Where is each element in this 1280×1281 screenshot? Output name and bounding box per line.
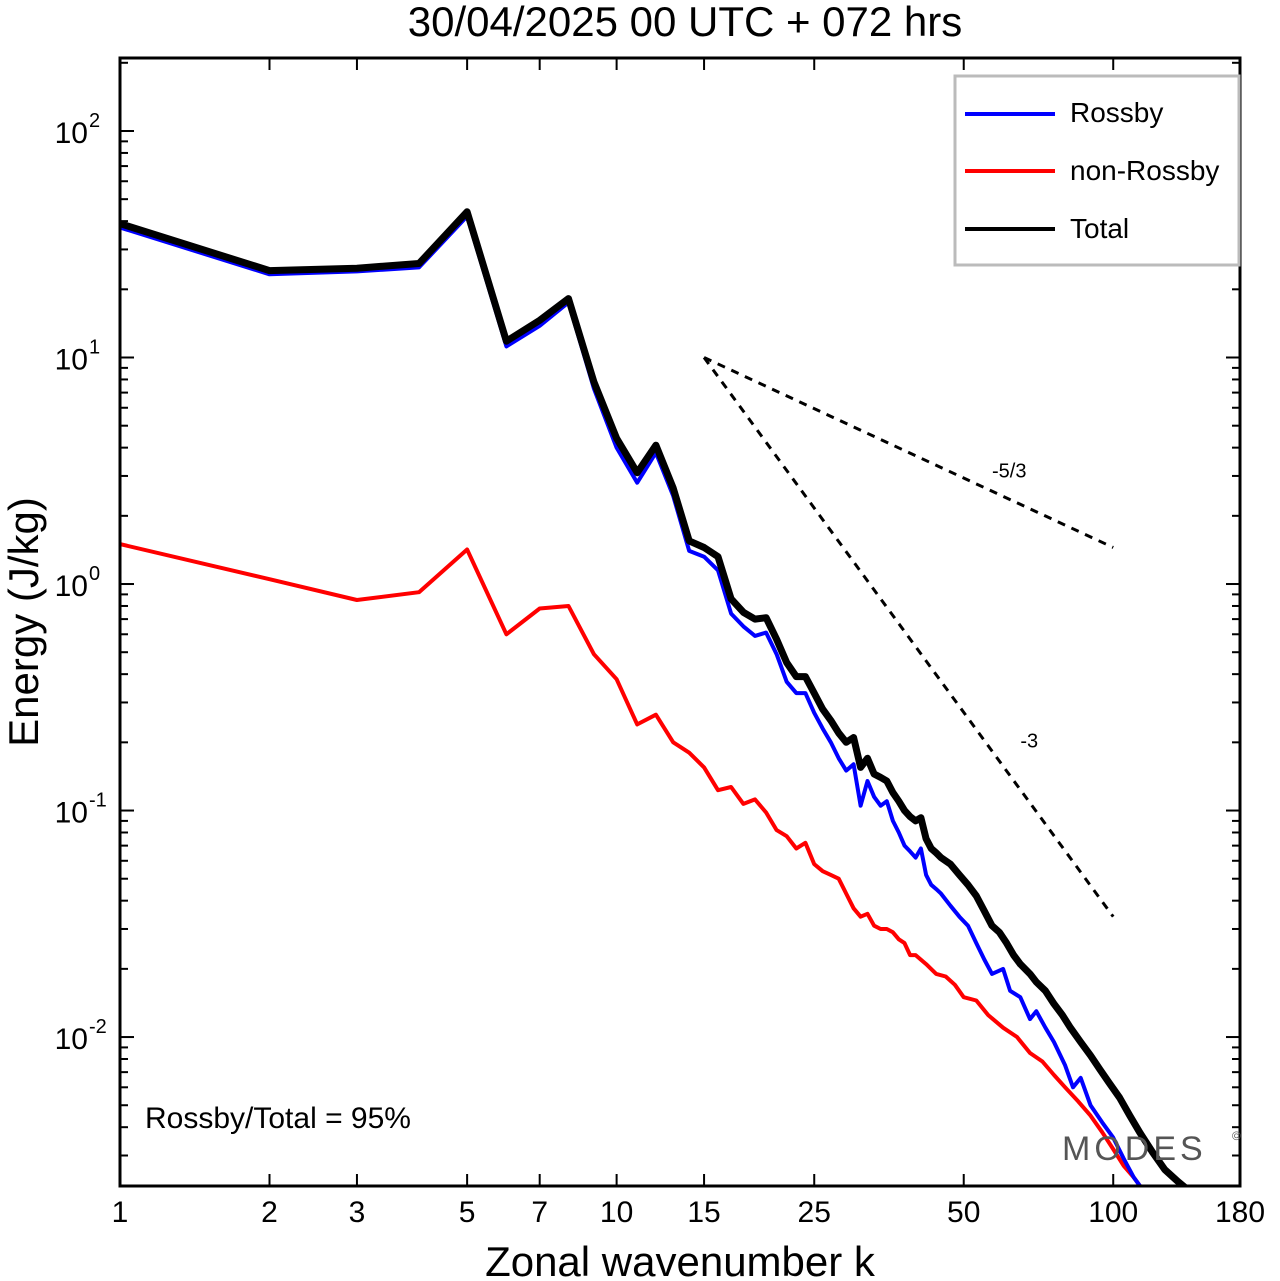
reference-slope-line xyxy=(702,356,1115,918)
rossby-ratio-annotation: Rossby/Total = 95% xyxy=(145,1102,411,1135)
y-tick-exponent: 0 xyxy=(89,563,100,585)
series-line-rossby xyxy=(120,214,1143,1186)
reference-slopes: -5/3 -3 xyxy=(702,356,1115,918)
x-tick-label: 180 xyxy=(1215,1196,1265,1229)
x-tick-label: 25 xyxy=(798,1196,831,1229)
y-tick-label: 10 xyxy=(55,1023,88,1056)
watermark-text: MODES xyxy=(1062,1130,1207,1168)
y-tick-label: 10 xyxy=(55,344,88,377)
y-tick-exponent: -1 xyxy=(89,790,107,812)
series-layer xyxy=(120,208,1189,1186)
modes-watermark: MODES © xyxy=(1062,1129,1241,1168)
reference-slope-label: -5/3 xyxy=(992,461,1026,483)
x-tick-label: 3 xyxy=(349,1196,366,1229)
y-tick-label: 10 xyxy=(55,570,88,603)
series-line-non-rossby xyxy=(120,542,1143,1186)
x-tick-label: 50 xyxy=(947,1196,980,1229)
legend-label-non-rossby: non-Rossby xyxy=(1070,155,1219,186)
x-axis-label: Zonal wavenumber k xyxy=(485,1238,876,1281)
y-tick-exponent: 2 xyxy=(89,110,100,132)
y-tick-label: 10 xyxy=(55,117,88,150)
y-tick-exponent: -2 xyxy=(89,1016,107,1038)
x-tick-label: 5 xyxy=(459,1196,476,1229)
series-line-total xyxy=(120,208,1189,1186)
chart-title: 30/04/2025 00 UTC + 072 hrs xyxy=(408,0,963,45)
y-tick-exponent: 1 xyxy=(89,337,100,359)
reference-slope-label: -3 xyxy=(1020,730,1038,752)
plot-frame xyxy=(118,56,1242,1188)
x-tick-label: 10 xyxy=(600,1196,633,1229)
x-tick-label: 15 xyxy=(687,1196,720,1229)
y-tick-label: 10 xyxy=(55,797,88,830)
x-tick-label: 2 xyxy=(261,1196,278,1229)
x-tick-label: 100 xyxy=(1088,1196,1138,1229)
y-axis-label: Energy (J/kg) xyxy=(0,497,47,747)
x-axis-ticks: 1 2 3 5 7 10 15 25 50 100 180 xyxy=(112,58,1265,1229)
watermark-copyright: © xyxy=(1232,1129,1241,1143)
legend-label-total: Total xyxy=(1070,213,1129,244)
x-tick-label: 1 xyxy=(112,1196,129,1229)
legend: Rossby non-Rossby Total xyxy=(953,74,1241,267)
reference-slope-line xyxy=(703,356,1114,549)
legend-label-rossby: Rossby xyxy=(1070,97,1163,128)
x-tick-label: 7 xyxy=(531,1196,548,1229)
